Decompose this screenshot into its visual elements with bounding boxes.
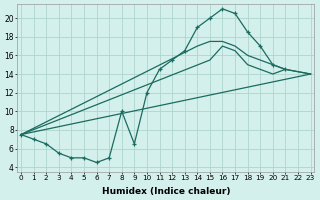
X-axis label: Humidex (Indice chaleur): Humidex (Indice chaleur) bbox=[101, 187, 230, 196]
